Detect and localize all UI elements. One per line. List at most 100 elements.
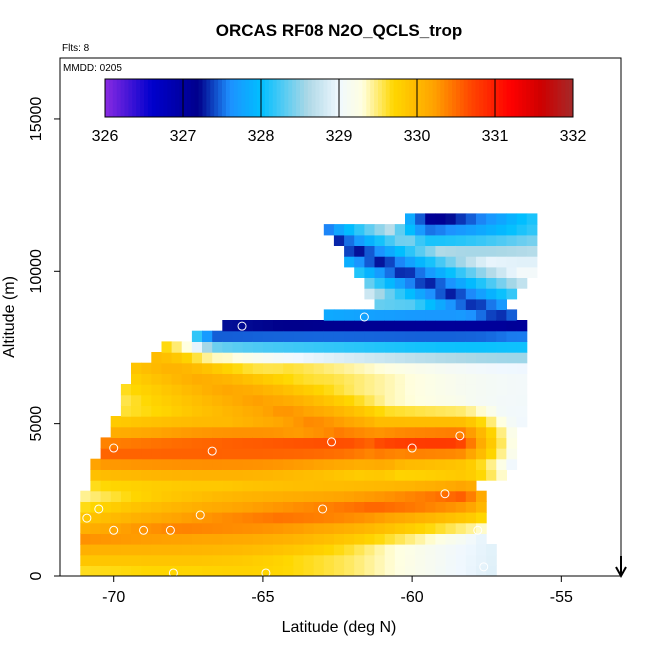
colorbar-swatch: [323, 79, 328, 117]
heatmap-cell: [415, 330, 426, 342]
colorbar-swatch: [569, 79, 574, 117]
heatmap-cell: [455, 341, 467, 353]
heatmap-cell: [455, 256, 467, 268]
heatmap-cell: [374, 565, 386, 576]
colorbar-swatch: [179, 79, 184, 117]
heatmap-cell: [476, 352, 487, 364]
heatmap-cell: [212, 330, 223, 342]
colorbar-swatch: [257, 79, 262, 117]
colorbar-swatch: [530, 79, 535, 117]
heatmap-cell: [465, 437, 477, 449]
heatmap-cell: [202, 394, 213, 406]
heatmap-cell: [435, 373, 447, 385]
heatmap-cell: [141, 458, 152, 470]
heatmap-cell: [384, 245, 396, 257]
heatmap-cell: [161, 512, 173, 524]
heatmap-cell: [273, 341, 284, 353]
heatmap-cell: [273, 394, 284, 406]
sample-point: [136, 352, 146, 362]
heatmap-cell: [455, 405, 467, 417]
colorbar-swatch: [175, 79, 180, 117]
colorbar-swatch: [413, 79, 418, 117]
heatmap-cell: [90, 522, 102, 534]
heatmap-cell: [252, 330, 264, 342]
heatmap-cell: [273, 330, 284, 342]
heatmap-cell: [384, 256, 396, 268]
heatmap-cell: [425, 426, 436, 438]
heatmap-cell: [242, 544, 254, 556]
heatmap-cell: [405, 362, 416, 374]
heatmap-cell: [242, 490, 254, 502]
heatmap-cell: [415, 224, 426, 236]
heatmap-cell: [354, 256, 365, 268]
heatmap-cell: [445, 362, 457, 374]
heatmap-cell: [323, 373, 335, 385]
heatmap-cell: [455, 352, 467, 364]
heatmap-cell: [374, 394, 386, 406]
y-tick-label: 15000: [28, 97, 45, 142]
colorbar-swatch: [163, 79, 168, 117]
heatmap-cell: [425, 330, 436, 342]
mmdd-annotation: MMDD: 0205: [63, 63, 122, 74]
heatmap-cell: [273, 405, 284, 417]
heatmap-cell: [374, 341, 386, 353]
heatmap-cell: [303, 554, 315, 566]
heatmap-cell: [344, 458, 355, 470]
heatmap-cell: [506, 256, 518, 268]
heatmap-cell: [212, 352, 223, 364]
heatmap-cell: [465, 416, 477, 428]
heatmap-cell: [496, 256, 507, 268]
heatmap-cell: [374, 298, 386, 310]
heatmap-cell: [455, 565, 467, 576]
heatmap-cell: [486, 277, 497, 289]
heatmap-cell: [465, 544, 477, 556]
heatmap-cell: [425, 266, 436, 278]
heatmap-cell: [141, 480, 152, 492]
heatmap-cell: [506, 288, 518, 300]
heatmap-cell: [445, 437, 457, 449]
colorbar-swatch: [498, 79, 504, 117]
heatmap-cell: [465, 522, 477, 534]
heatmap-cell: [171, 426, 183, 438]
heatmap-cell: [110, 480, 122, 492]
heatmap-cell: [131, 373, 142, 385]
heatmap-cell: [293, 544, 305, 556]
heatmap-cell: [476, 512, 487, 524]
heatmap-cell: [465, 309, 477, 321]
heatmap-cell: [506, 352, 518, 364]
heatmap-cell: [364, 565, 376, 576]
heatmap-cell: [425, 373, 436, 385]
heatmap-cell: [202, 405, 213, 417]
colorbar-swatch: [167, 79, 172, 117]
heatmap-cell: [232, 330, 244, 342]
heatmap-cell: [496, 362, 507, 374]
colorbar-swatch: [510, 79, 515, 117]
heatmap-cell: [516, 266, 528, 278]
heatmap-cell: [506, 341, 518, 353]
heatmap-cell: [374, 512, 386, 524]
colorbar-swatch: [276, 79, 281, 117]
heatmap-cell: [496, 448, 507, 460]
heatmap-cell: [303, 522, 315, 534]
heatmap-cell: [161, 341, 173, 353]
heatmap-cell: [455, 384, 467, 396]
heatmap-cell: [262, 341, 274, 353]
heatmap-cell: [486, 458, 497, 470]
heatmap-cell: [455, 373, 467, 385]
heatmap-cell: [496, 213, 507, 225]
heatmap-cell: [344, 309, 355, 321]
heatmap-cell: [232, 426, 244, 438]
heatmap-cell: [374, 437, 386, 449]
sample-point: [82, 513, 92, 523]
heatmap-cell: [476, 288, 487, 300]
colorbar-swatch: [233, 79, 239, 117]
heatmap-cell: [262, 512, 274, 524]
heatmap-cell: [191, 554, 203, 566]
heatmap-cell: [181, 341, 193, 353]
heatmap-cell: [323, 416, 335, 428]
heatmap-cell: [415, 213, 426, 225]
heatmap-cell: [191, 394, 203, 406]
heatmap-cell: [496, 405, 507, 417]
heatmap-cell: [405, 544, 416, 556]
heatmap-cell: [252, 405, 264, 417]
